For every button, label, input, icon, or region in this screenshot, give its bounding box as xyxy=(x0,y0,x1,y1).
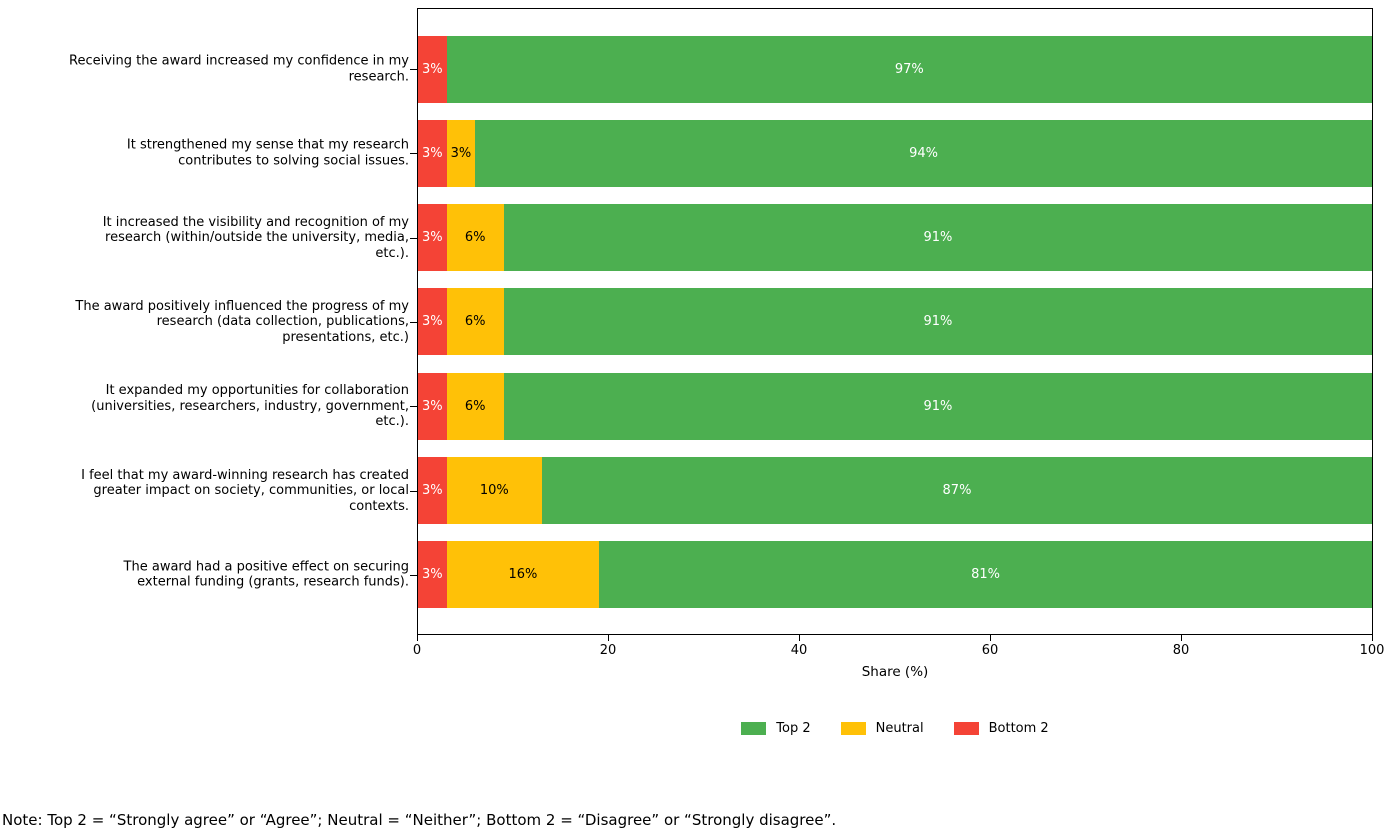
bar-segment-bottom-2: 3% xyxy=(418,372,447,440)
x-tick-label: 20 xyxy=(599,643,617,658)
bar-segment-bottom-2: 3% xyxy=(418,204,447,272)
y-tick xyxy=(410,153,417,155)
x-tick-label: 80 xyxy=(1172,643,1190,658)
bar-segment-neutral: 3% xyxy=(446,119,476,187)
x-tick xyxy=(417,635,418,641)
plot-area: 3% 97% 3% 3% 94% 3% 6% 91% 3% 6% 91% 3% 6% 91% 3% 10% 87… xyxy=(417,8,1373,635)
bar-segment-bottom-2: 3% xyxy=(418,288,447,356)
y-axis-label: I feel that my award-winning research ha… xyxy=(81,467,409,514)
legend: Top 2 Neutral Bottom 2 xyxy=(417,721,1373,736)
bar-segment-top-2: 87% xyxy=(542,457,1372,524)
bar-segment-top-2: 91% xyxy=(503,288,1372,356)
x-tick xyxy=(990,635,991,641)
x-tick-label: 100 xyxy=(1359,643,1385,658)
legend-label: Neutral xyxy=(875,721,924,736)
bar-value-label: 3% xyxy=(421,483,443,498)
x-tick xyxy=(799,635,800,641)
bar-segment-top-2: 91% xyxy=(503,204,1372,272)
y-axis-label: It expanded my opportunities for collabo… xyxy=(91,382,409,429)
y-tick xyxy=(410,406,417,408)
legend-item: Top 2 xyxy=(741,721,811,736)
x-tick-label: 40 xyxy=(790,643,808,658)
bar-value-label: 94% xyxy=(909,145,939,161)
bar-value-label: 97% xyxy=(894,61,924,77)
bar-segment-neutral: 6% xyxy=(446,288,504,356)
bar-segment-neutral: 6% xyxy=(446,204,504,272)
bar-segment-neutral: 6% xyxy=(446,372,504,440)
x-tick-label: 0 xyxy=(412,643,422,658)
bar-value-label: 3% xyxy=(421,145,443,161)
bar-value-label: 3% xyxy=(421,314,443,330)
legend-label: Top 2 xyxy=(776,721,811,736)
y-tick xyxy=(410,69,417,70)
legend-swatch-neutral xyxy=(840,722,866,735)
bar-segment-bottom-2: 3% xyxy=(418,457,447,524)
bar-segment-top-2: 91% xyxy=(503,372,1372,440)
bar-value-label: 3% xyxy=(421,567,443,583)
bar-segment-top-2: 81% xyxy=(599,541,1372,609)
bar-value-label: 16% xyxy=(508,567,538,583)
bar-segment-neutral: 10% xyxy=(446,457,542,524)
bar-row: 3% 3% 94% xyxy=(418,119,1372,187)
bar-row: 3% 16% 81% xyxy=(418,541,1372,609)
x-tick xyxy=(1181,635,1182,641)
y-axis-label: Receiving the award increased my confide… xyxy=(69,53,409,85)
bar-value-label: 3% xyxy=(421,61,443,77)
y-axis-label: The award had a positive effect on secur… xyxy=(123,559,409,590)
bar-value-label: 6% xyxy=(464,230,486,246)
bar-segment-bottom-2: 3% xyxy=(418,35,447,103)
y-tick xyxy=(410,321,417,323)
bar-value-label: 91% xyxy=(923,398,953,414)
bar-segment-bottom-2: 3% xyxy=(418,541,447,609)
bar-row: 3% 10% 87% xyxy=(418,457,1372,524)
legend-label: Bottom 2 xyxy=(988,721,1049,736)
note-text: Note: Top 2 = “Strongly agree” or “Agree… xyxy=(2,811,837,829)
y-axis-label: It increased the visibility and recognit… xyxy=(102,214,409,261)
legend-swatch-bottom-2 xyxy=(953,722,979,735)
bar-value-label: 91% xyxy=(923,230,953,246)
bar-value-label: 81% xyxy=(971,567,1001,583)
y-tick xyxy=(410,490,417,492)
legend-item: Bottom 2 xyxy=(953,721,1049,736)
bar-value-label: 10% xyxy=(479,483,509,498)
bar-segment-top-2: 97% xyxy=(446,35,1372,103)
bar-value-label: 91% xyxy=(923,314,953,330)
y-tick xyxy=(410,574,417,576)
bar-row: 3% 6% 91% xyxy=(418,372,1372,440)
x-tick-label: 60 xyxy=(981,643,999,658)
bar-value-label: 6% xyxy=(464,314,486,330)
bar-value-label: 3% xyxy=(421,230,443,246)
x-tick xyxy=(608,635,609,641)
bar-value-label: 87% xyxy=(942,483,972,498)
y-axis-label: The award positively influenced the prog… xyxy=(75,298,409,345)
x-tick xyxy=(1372,635,1373,641)
bar-row: 3% 6% 91% xyxy=(418,288,1372,356)
bar-segment-top-2: 94% xyxy=(475,119,1372,187)
bar-row: 3% 97% xyxy=(418,35,1372,103)
legend-swatch-top-2 xyxy=(741,722,767,735)
y-tick xyxy=(410,237,417,239)
bar-segment-bottom-2: 3% xyxy=(418,119,447,187)
bar-value-label: 3% xyxy=(421,398,443,414)
legend-item: Neutral xyxy=(840,721,924,736)
y-axis-label: It strengthened my sense that my researc… xyxy=(126,137,409,169)
bar-row: 3% 6% 91% xyxy=(418,204,1372,272)
bar-segment-neutral: 16% xyxy=(446,541,600,609)
bar-value-label: 6% xyxy=(464,398,486,414)
bar-value-label: 3% xyxy=(450,145,472,161)
x-axis-title: Share (%) xyxy=(861,664,929,680)
